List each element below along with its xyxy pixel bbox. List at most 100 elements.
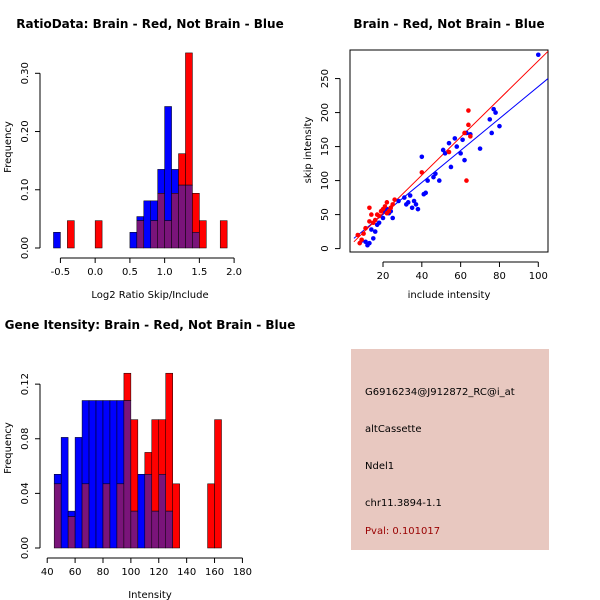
intensity-scatter-not-brain-point: [452, 136, 458, 141]
gene-intensity-overlap-bar: [67, 516, 76, 549]
ratio-histogram-not-brain-bar: [53, 232, 61, 249]
intensity-scatter-fit-lines: [353, 51, 548, 243]
ratio-histogram-overlap-bar: [171, 193, 179, 249]
ratio-histogram-not-brain-bar: [157, 169, 165, 194]
intensity-scatter-not-brain-point: [436, 178, 442, 183]
intensity-scatter-not-brain-point: [409, 205, 415, 211]
intensity-scatter-not-brain-point: [402, 195, 407, 200]
intensity-scatter-y-tick-label: 50: [320, 208, 331, 221]
ratio-histogram-not-brain-bar: [143, 200, 151, 249]
gene-intensity-y-tick-label: 0.00: [20, 537, 31, 559]
intensity-scatter-brain-point: [419, 170, 425, 175]
intensity-scatter-not-brain-point: [458, 151, 463, 156]
ratio-histogram-x-tick-label: -0.5: [51, 267, 71, 278]
ratio-histogram-not-brain-bar: [171, 169, 179, 194]
intensity-scatter-not-brain-point: [367, 240, 372, 246]
intensity-scatter-brain-point: [386, 208, 392, 214]
gene-intensity-overlap-bar: [123, 400, 132, 549]
gene-intensity-ylabel: Frequency: [3, 422, 14, 474]
intensity-scatter-not-brain-point: [446, 140, 452, 146]
intensity-scatter-not-brain-point: [477, 146, 483, 151]
ratio-histogram: RatioData: Brain - Red, Not Brain - Blue…: [3, 17, 284, 301]
intensity-scatter-title: Brain - Red, Not Brain - Blue: [353, 17, 544, 31]
intensity-scatter-not-brain-point: [433, 171, 438, 177]
intensity-scatter-frame: [349, 49, 549, 253]
gene-intensity-overlap-bar: [165, 510, 173, 549]
intensity-scatter-not-brain-point: [415, 206, 421, 212]
intensity-scatter-not-brain-point: [419, 154, 425, 160]
intensity-scatter-not-brain-point: [376, 220, 382, 226]
intensity-scatter-ylabel: skip intensity: [303, 117, 314, 184]
intensity-scatter-brain-point: [464, 178, 469, 183]
ratio-histogram-x-tick-label: 1.0: [157, 267, 173, 278]
ratio-histogram-not-brain-bar: [150, 200, 158, 221]
gene-intensity-overlap-bar: [151, 510, 160, 549]
ratio-histogram-overlap-bar: [164, 220, 172, 249]
ratio-histogram-not-brain-bar: [129, 232, 138, 249]
intensity-scatter-brain-point: [392, 197, 397, 202]
intensity-scatter-y-tick-label: 250: [320, 69, 331, 88]
ratio-histogram-x-tick-label: 0.5: [122, 267, 138, 278]
gene-intensity-not-brain-bar: [67, 510, 76, 517]
intensity-scatter-not-brain-point: [460, 137, 465, 143]
intensity-scatter-brain-point: [369, 212, 374, 217]
intensity-scatter-brain-point: [382, 204, 388, 209]
gene-intensity-x-tick-label: 120: [149, 567, 168, 578]
intensity-scatter-brain-point: [466, 122, 471, 128]
gene-intensity-y-axis: 0.00 0.04 0.08 0.12: [20, 373, 41, 559]
intensity-scatter-y-tick-label: 200: [320, 103, 331, 122]
probe-id: G6916234@J912872_RC@i_at: [365, 387, 515, 398]
ratio-histogram-brain-bar: [94, 220, 103, 249]
ratio-histogram-y-tick-label: 0.30: [20, 62, 31, 84]
intensity-scatter-not-brain-point: [423, 190, 429, 196]
gene-intensity-not-brain-bar: [95, 400, 104, 549]
gene-intensity-x-tick-label: 40: [41, 567, 54, 578]
intensity-scatter-not-brain-point: [425, 178, 430, 183]
ratio-histogram-brain-bar: [199, 220, 207, 249]
intensity-scatter-brain-point: [361, 231, 366, 236]
gene-intensity-not-brain-bar: [88, 400, 97, 549]
intensity-scatter-not-brain-point: [396, 198, 401, 204]
intensity-scatter-brain-point: [390, 202, 396, 207]
intensity-scatter-x-tick-label: 80: [493, 271, 506, 282]
intensity-scatter-not-brain-point: [491, 106, 496, 112]
gene-name: Ndel1: [365, 461, 395, 472]
ratio-histogram-brain-bar: [192, 193, 200, 233]
intensity-scatter-brain-point: [388, 205, 394, 211]
ratio-histogram-x-tick-label: 2.0: [226, 267, 242, 278]
gene-intensity-not-brain-bar: [102, 400, 111, 485]
gene-intensity-not-brain-bar: [137, 474, 146, 549]
intensity-scatter-brain-point: [384, 200, 390, 205]
intensity-scatter-not-brain-point: [454, 144, 460, 149]
ratio-histogram-brain-bar: [178, 153, 186, 186]
intensity-scatter-not-brain-point: [413, 202, 419, 207]
intensity-scatter-not-brain-point: [363, 239, 368, 245]
gene-intensity-y-tick-label: 0.08: [20, 428, 31, 450]
gene-intensity-x-tick-label: 60: [69, 567, 82, 578]
gene-intensity-brain-bar: [207, 483, 215, 549]
gene-intensity-x-tick-label: 100: [121, 567, 140, 578]
chromosome-location: chr11.3894-1.1: [365, 498, 442, 509]
intensity-scatter-y-tick-label: 100: [320, 171, 331, 190]
intensity-scatter-not-brain-point: [462, 157, 467, 163]
intensity-scatter-not-brain-point: [497, 123, 502, 129]
ratio-histogram-y-tick-label: 0.00: [20, 237, 31, 259]
intensity-scatter-not-brain-point: [489, 130, 495, 136]
probe-info-panel: G6916234@J912872_RC@i_at altCassette Nde…: [351, 349, 549, 550]
gene-intensity-brain-bar: [165, 372, 173, 512]
intensity-scatter-not-brain-point: [370, 236, 376, 241]
intensity-scatter-not-brain-point: [493, 110, 498, 115]
intensity-scatter-not-brain-point: [442, 151, 448, 156]
gene-intensity-overlap-bar: [158, 474, 166, 549]
intensity-scatter-brain-point: [367, 205, 372, 211]
intensity-scatter-brain-point: [466, 108, 471, 113]
intensity-scatter-brain-point: [446, 149, 452, 155]
p-value: Pval: 0.101017: [365, 526, 441, 537]
event-type: altCassette: [365, 424, 422, 435]
gene-intensity-overlap-bar: [116, 483, 125, 549]
ratio-histogram-overlap-bar: [150, 220, 158, 249]
ratio-histogram-bars: [53, 52, 228, 249]
intensity-scatter-x-tick-label: 60: [454, 271, 467, 282]
intensity-scatter-x-tick-label: 40: [415, 271, 428, 282]
gene-intensity-y-tick-label: 0.04: [20, 482, 31, 504]
